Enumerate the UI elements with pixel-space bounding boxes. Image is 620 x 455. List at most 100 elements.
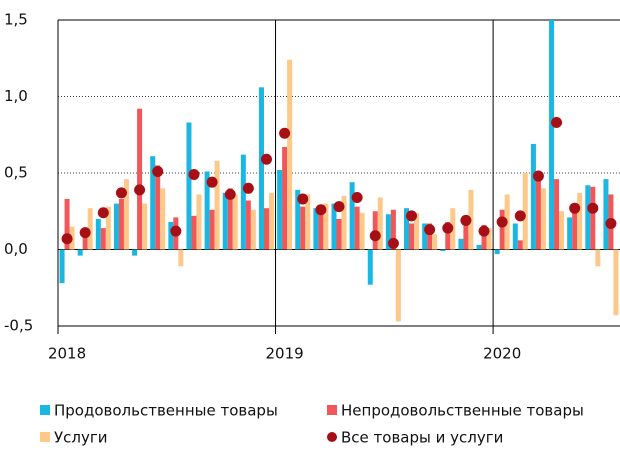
bar [590,186,596,250]
bar [354,206,360,250]
bar [577,192,583,250]
bar [409,223,415,250]
bar [214,160,220,250]
bar [178,249,184,267]
bar [323,203,329,250]
bar [331,203,337,250]
total-dot [224,188,236,200]
total-dot [424,224,436,236]
bar [603,179,609,250]
total-dot [170,225,182,237]
total-dot [387,237,399,249]
bar [209,209,215,250]
bar [227,188,233,250]
bar [512,223,518,250]
bar [318,211,324,250]
bar [476,244,482,250]
bar [268,192,274,250]
bar [277,169,283,250]
bar [258,87,264,250]
bar [530,143,536,250]
bar [585,185,591,250]
bar [282,146,288,250]
legend-label: Услуги [54,429,107,447]
total-dot [333,201,345,213]
total-dot [532,170,544,182]
bar [263,208,269,250]
bar [77,249,83,256]
bar [160,188,166,250]
total-dot [569,202,581,214]
total-dot [587,202,599,214]
bar [494,249,500,255]
legend-swatch [40,432,50,442]
bar [540,188,546,250]
bar [341,195,347,250]
bar [137,108,143,250]
bar [559,211,565,250]
bar [486,228,492,250]
total-dot [188,169,200,181]
bar [427,223,433,250]
bar [517,240,523,250]
bar [64,199,70,250]
total-dot [496,216,508,228]
y-tick-label: 1,5 [4,11,28,29]
bar [245,200,251,250]
y-tick-label: 0,0 [4,240,28,258]
total-dot [406,210,418,222]
bar [155,165,161,250]
bar [385,214,391,250]
bar [313,208,319,250]
bar [113,203,119,250]
bar [240,154,246,250]
bar [390,209,396,250]
bar [250,209,256,250]
bar [305,194,311,250]
bar [432,234,438,250]
bar [59,249,65,284]
total-dot [242,182,254,194]
bar [414,212,420,250]
bar [132,249,138,256]
legend-swatch [327,432,337,442]
total-dot [279,127,291,139]
total-dot [551,117,563,129]
total-dot [61,233,73,245]
bar [463,215,469,250]
bar [445,221,451,250]
total-dot [460,214,472,226]
bar [359,212,365,250]
bar [150,156,156,250]
total-dot [115,187,127,199]
y-tick-label: 1,0 [4,87,28,105]
bar [222,192,228,250]
bar [118,199,124,250]
bar [196,194,202,250]
bar [100,228,106,250]
total-dot [605,217,617,229]
bar [567,217,573,250]
bar [549,20,555,250]
bar [481,225,487,250]
bar [522,173,528,250]
total-dot [442,222,454,234]
legend-label: Продовольственные товары [54,402,278,420]
bar [336,218,342,250]
bar [95,218,101,250]
bar [458,238,464,250]
legend-label: Непродовольственные товары [341,402,584,420]
bar [295,189,301,250]
bar [367,249,373,285]
bar [287,59,293,250]
x-tick-label: 2019 [266,345,304,363]
bar [395,249,401,322]
y-tick-label: 0,5 [4,164,28,182]
total-dot [79,227,91,239]
bar [191,215,197,250]
bar [168,221,174,250]
bar [613,249,619,316]
bar [535,171,541,250]
total-dot [206,176,218,188]
